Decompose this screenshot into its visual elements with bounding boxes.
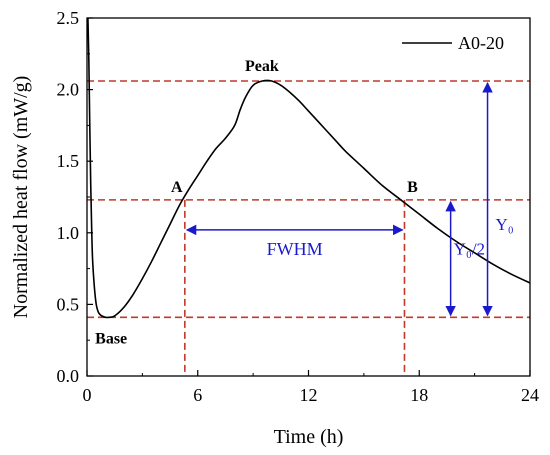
height-label: Y₀ bbox=[496, 215, 514, 234]
half-height-label: Y₀/2 bbox=[454, 240, 485, 259]
series-line-A0-20 bbox=[87, 17, 531, 319]
y-tick-label: 1.5 bbox=[57, 151, 80, 171]
fwhm-label: FWHM bbox=[267, 239, 323, 259]
legend-label: A0-20 bbox=[458, 33, 504, 53]
x-tick-label: 24 bbox=[521, 385, 539, 405]
point-a-label: A bbox=[171, 179, 183, 196]
y-tick-label: 0.0 bbox=[57, 366, 80, 386]
annotations: FWHM Y₀/2 Y₀ Peak Base A B bbox=[95, 58, 514, 347]
plot-frame bbox=[86, 17, 531, 377]
point-b-label: B bbox=[407, 179, 418, 196]
axes: 0 6 12 18 24 0.0 0.5 1.0 1.5 2.0 2.5 bbox=[57, 8, 540, 405]
peak-label: Peak bbox=[245, 58, 279, 75]
y-axis-label: Normalized heat flow (mW/g) bbox=[10, 76, 32, 319]
y-tick-label: 2.5 bbox=[57, 8, 80, 28]
x-tick-label: 6 bbox=[193, 385, 202, 405]
series-layer bbox=[87, 17, 531, 319]
x-tick-label: 18 bbox=[410, 385, 428, 405]
base-label: Base bbox=[95, 330, 127, 347]
x-tick-label: 12 bbox=[300, 385, 318, 405]
x-tick-label: 0 bbox=[83, 385, 92, 405]
y-tick-label: 2.0 bbox=[57, 80, 80, 100]
y-tick-label: 0.5 bbox=[57, 294, 80, 314]
legend: A0-20 bbox=[402, 33, 504, 53]
y-tick-label: 1.0 bbox=[57, 223, 80, 243]
x-axis-label: Time (h) bbox=[274, 426, 344, 448]
reference-lines bbox=[87, 80, 530, 376]
